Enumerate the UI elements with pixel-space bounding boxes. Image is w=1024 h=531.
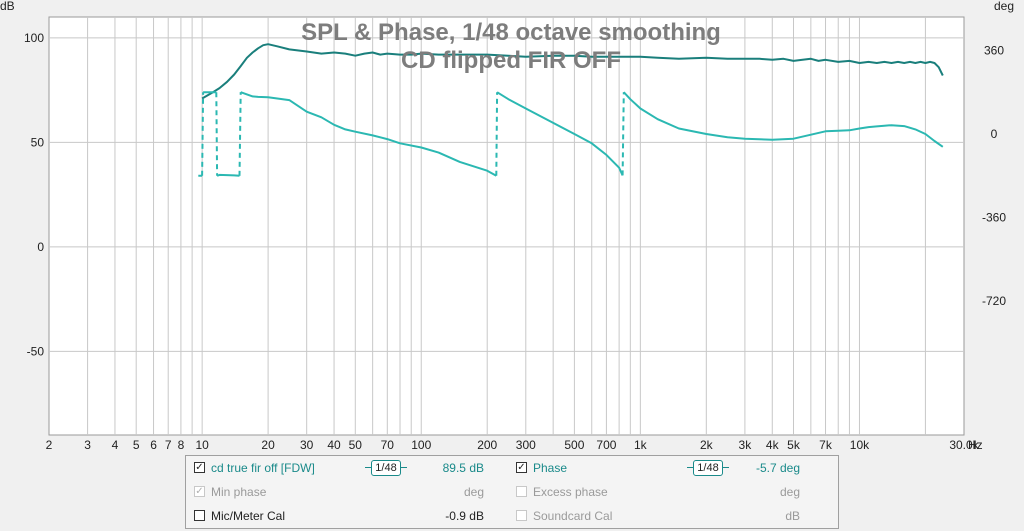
left-axis-unit: dB <box>0 0 15 13</box>
phase-checkbox[interactable]: ✓ <box>516 462 527 473</box>
legend-panel: ✓ cd true fir off [FDW] 1/48 89.5 dB ✓ M… <box>185 455 839 529</box>
y-tick-label: 0 <box>37 240 44 254</box>
x-tick-label: 4 <box>112 438 119 452</box>
min-phase-checkbox[interactable]: ✓ <box>194 486 205 497</box>
soundcard-cal-label: Soundcard Cal <box>533 509 613 523</box>
spl-value: 89.5 dB <box>442 461 484 475</box>
x-tick-label: 30.0k <box>949 438 979 452</box>
min-phase-label: Min phase <box>211 485 267 499</box>
legend-row-soundcard-cal: Soundcard Cal dB <box>516 507 816 525</box>
tick-labels: 2 3 4 5 6 7 8 10 20 30 40 50 70 100 200 300 500 700 1k 2k 3k… <box>24 31 1006 452</box>
x-tick-label: 70 <box>381 438 395 452</box>
x-tick-label: 300 <box>516 438 536 452</box>
phase-value: -5.7 deg <box>755 461 800 475</box>
x-tick-label: 1k <box>634 438 648 452</box>
soundcard-cal-checkbox[interactable] <box>516 510 527 521</box>
y-tick-label: -50 <box>27 344 45 358</box>
mic-cal-label: Mic/Meter Cal <box>211 509 286 523</box>
y-tick-label: 100 <box>24 31 44 45</box>
x-tick-label: 5k <box>787 438 801 452</box>
series-line-1 <box>198 91 944 177</box>
y2-tick-label: -720 <box>982 294 1006 308</box>
excess-phase-value: deg <box>779 485 800 499</box>
x-tick-label: 3 <box>84 438 91 452</box>
excess-phase-label: Excess phase <box>533 485 608 499</box>
legend-row-spl: ✓ cd true fir off [FDW] 1/48 89.5 dB <box>194 459 494 477</box>
x-tick-label: 40 <box>327 438 341 452</box>
x-tick-label: 6 <box>150 438 157 452</box>
series-line-0 <box>201 43 944 100</box>
x-tick-label: 700 <box>596 438 616 452</box>
spl-checkbox[interactable]: ✓ <box>194 462 205 473</box>
phase-series-label: Phase <box>533 461 568 475</box>
x-tick-label: 10k <box>850 438 870 452</box>
y2-tick-label: 0 <box>991 127 998 141</box>
x-tick-label: 7k <box>819 438 833 452</box>
y-gridlines <box>49 37 964 352</box>
phase-smoothing-button[interactable]: 1/48 <box>687 460 729 476</box>
min-phase-value: deg <box>463 485 484 499</box>
x-tick-label: 30 <box>300 438 314 452</box>
x-tick-label: 200 <box>477 438 497 452</box>
chart: 2 3 4 5 6 7 8 10 20 30 40 50 70 100 200 300 500 700 1k 2k 3k… <box>0 0 1014 452</box>
x-tick-label: 50 <box>349 438 363 452</box>
legend-row-min-phase: ✓ Min phase deg <box>194 483 494 501</box>
right-axis-unit: deg <box>994 0 1014 13</box>
x-tick-label: 2 <box>46 438 53 452</box>
x-tick-label: 500 <box>564 438 584 452</box>
spl-smoothing-button[interactable]: 1/48 <box>365 460 407 476</box>
spl-series-label: cd true fir off [FDW] <box>211 461 315 475</box>
x-tick-label: 7 <box>165 438 172 452</box>
x-tick-label: 20 <box>261 438 275 452</box>
x-tick-label: 3k <box>739 438 753 452</box>
legend-row-phase: ✓ Phase 1/48 -5.7 deg <box>516 459 816 477</box>
x-gridlines <box>87 17 926 435</box>
x-tick-label: 2k <box>700 438 714 452</box>
x-tick-label: 5 <box>133 438 140 452</box>
x-tick-label: 10 <box>195 438 209 452</box>
chart-title: SPL & Phase, 1/48 octave smoothing <box>301 19 721 46</box>
soundcard-cal-value: dB <box>785 509 800 523</box>
chart-subtitle: CD flipped FIR OFF <box>401 47 621 74</box>
y2-tick-label: -360 <box>982 211 1006 225</box>
x-tick-label: 100 <box>411 438 431 452</box>
x-tick-label: 8 <box>178 438 185 452</box>
y2-tick-label: 360 <box>984 43 1004 57</box>
x-tick-label: 4k <box>766 438 780 452</box>
mic-cal-value: -0.9 dB <box>445 509 484 523</box>
y-tick-label: 50 <box>31 135 45 149</box>
series-layer <box>198 43 944 177</box>
legend-row-excess-phase: Excess phase deg <box>516 483 816 501</box>
legend-row-mic-cal: Mic/Meter Cal -0.9 dB <box>194 507 494 525</box>
excess-phase-checkbox[interactable] <box>516 486 527 497</box>
plot-area <box>48 16 965 436</box>
mic-cal-checkbox[interactable] <box>194 510 205 521</box>
x-axis-unit: Hz <box>968 438 983 452</box>
